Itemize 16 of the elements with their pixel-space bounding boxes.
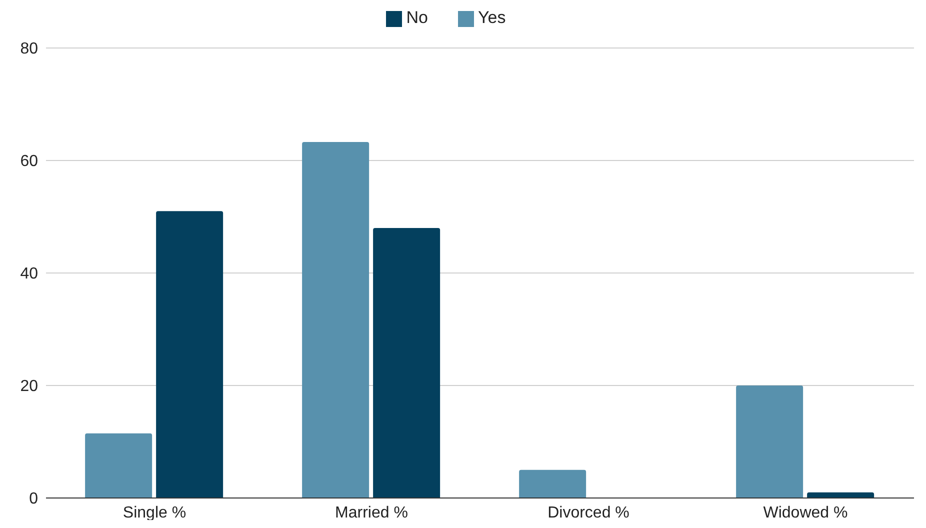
x-tick-label: Widowed % [763,504,848,522]
y-tick-label: 40 [20,266,38,283]
x-tick-label: Married % [335,504,408,522]
bar [373,228,440,498]
bar [736,386,804,498]
x-tick-label: Divorced % [548,504,630,522]
bar [519,470,586,498]
bar [156,211,224,498]
bar [302,142,370,498]
bar [85,433,152,498]
y-tick-label: 60 [20,153,38,170]
legend-label: No [406,8,428,27]
y-tick-label: 20 [20,378,38,396]
legend-label: Yes [478,8,506,27]
y-tick-label: 0 [29,490,38,508]
y-tick-label: 80 [20,40,38,58]
